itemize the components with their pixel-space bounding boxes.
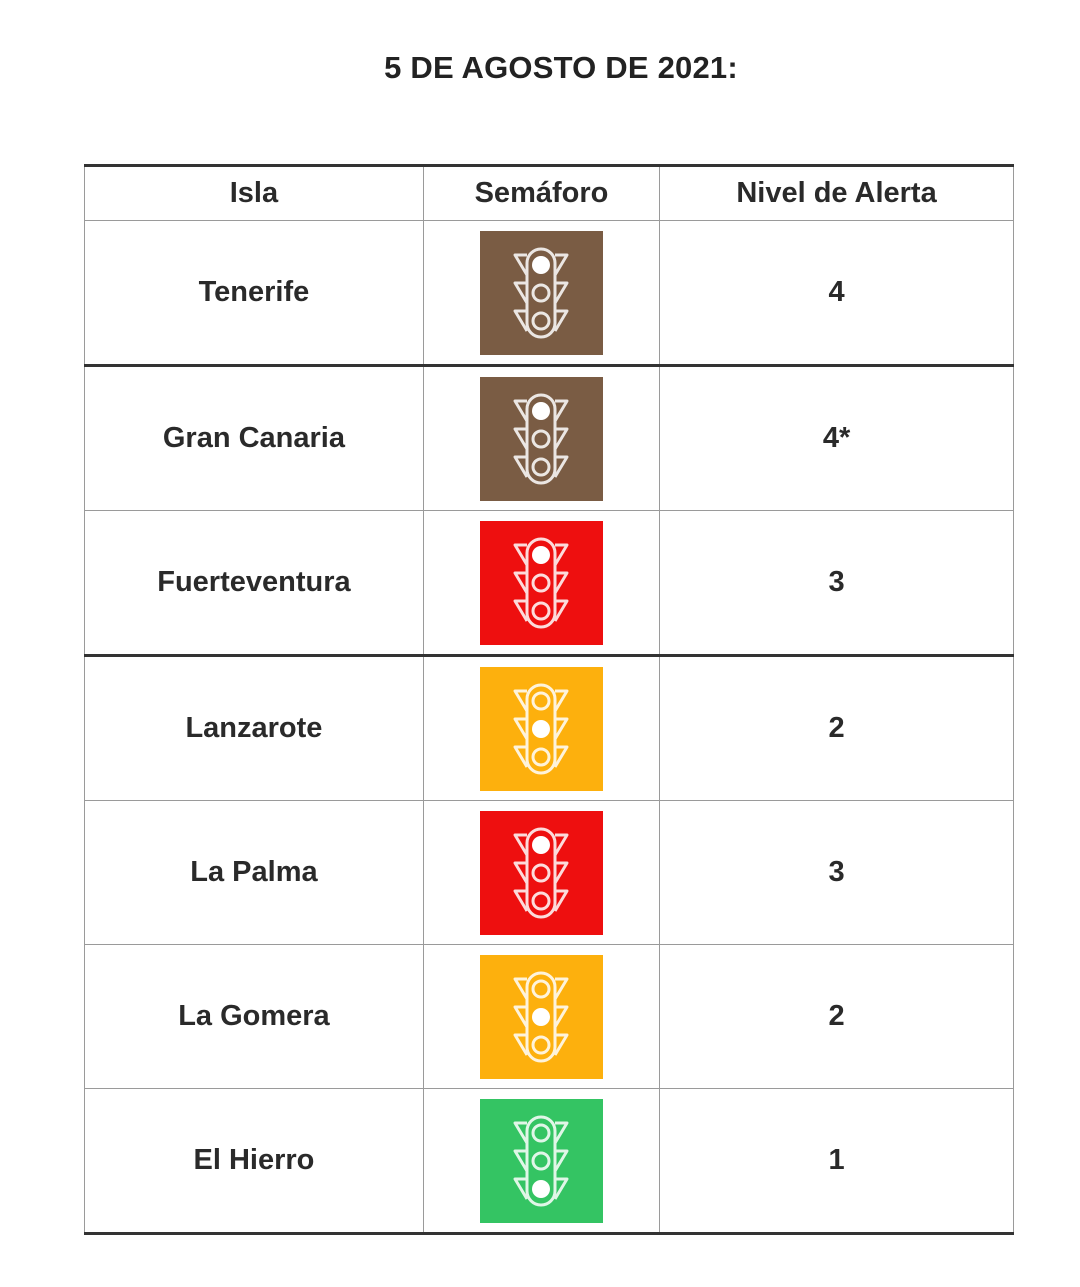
- traffic-light-icon: [479, 230, 603, 355]
- traffic-light-icon: [479, 666, 603, 791]
- traffic-light-cell: [422, 944, 661, 1089]
- island-name: La Gomera: [84, 944, 424, 1089]
- alert-level: 2: [659, 655, 1014, 801]
- traffic-light-icon: [479, 810, 603, 935]
- alert-level: 4: [659, 220, 1014, 367]
- traffic-light-icon: [479, 376, 603, 501]
- table-row: Lanzarote 2: [84, 655, 1014, 801]
- island-name: Lanzarote: [84, 655, 424, 801]
- traffic-light-icon: [479, 1098, 603, 1223]
- traffic-light-icon: [479, 520, 603, 645]
- alert-level: 3: [659, 510, 1014, 657]
- alert-level: 2: [659, 944, 1014, 1089]
- traffic-light-icon: [479, 954, 603, 1079]
- header-semaforo: Semáforo: [422, 165, 661, 221]
- traffic-light-cell: [422, 800, 661, 945]
- island-name: Tenerife: [84, 220, 424, 367]
- alert-level: 1: [659, 1088, 1014, 1234]
- traffic-light-cell: [422, 365, 661, 511]
- table-row: La Palma 3: [84, 800, 1014, 945]
- traffic-light-cell: [422, 220, 661, 367]
- header-nivel: Nivel de Alerta: [659, 165, 1014, 221]
- alert-level: 4*: [659, 365, 1014, 511]
- table-row: Fuerteventura 3: [84, 510, 1014, 657]
- table-row: Tenerife 4: [84, 220, 1014, 367]
- page-title: 5 DE AGOSTO DE 2021:: [384, 50, 738, 85]
- island-name: Gran Canaria: [84, 365, 424, 511]
- table-header-row: Isla Semáforo Nivel de Alerta: [84, 165, 1014, 221]
- table-row: La Gomera 2: [84, 944, 1014, 1089]
- island-name: El Hierro: [84, 1088, 424, 1234]
- traffic-light-cell: [422, 655, 661, 801]
- table-row: El Hierro 1: [84, 1088, 1014, 1234]
- header-isla: Isla: [84, 165, 424, 221]
- island-name: La Palma: [84, 800, 424, 945]
- traffic-light-cell: [422, 510, 661, 657]
- island-name: Fuerteventura: [84, 510, 424, 657]
- alert-level-table: Isla Semáforo Nivel de Alerta Tenerife 4…: [84, 164, 1014, 1235]
- traffic-light-cell: [422, 1088, 661, 1234]
- table-row: Gran Canaria 4*: [84, 365, 1014, 511]
- alert-level: 3: [659, 800, 1014, 945]
